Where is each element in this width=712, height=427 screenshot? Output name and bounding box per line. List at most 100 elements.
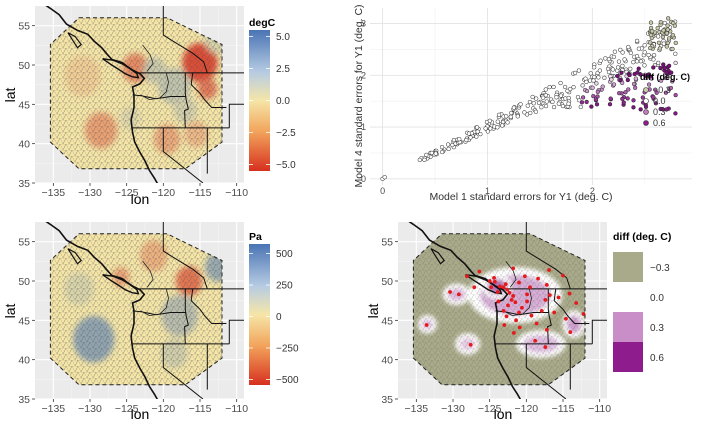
scatter-point — [666, 16, 671, 21]
y-tick-label: 50 — [18, 60, 30, 72]
scatter-point — [615, 65, 621, 70]
legend-tick-label: 0 — [276, 312, 282, 323]
station-point — [581, 312, 586, 316]
political-border — [184, 288, 189, 344]
x-tick-label: −125 — [115, 187, 139, 199]
scatter-point — [606, 69, 612, 75]
station-point — [448, 290, 452, 294]
scatter-point — [653, 101, 659, 106]
station-point — [507, 290, 512, 295]
station-point — [568, 330, 573, 335]
scatter-point — [619, 70, 624, 75]
scatter-point — [598, 58, 603, 63]
scatter-point — [539, 105, 544, 110]
scatter-point — [533, 109, 539, 114]
scatter-point — [628, 50, 633, 56]
scatter-point — [623, 90, 628, 95]
scatter-point — [658, 78, 664, 83]
y-tick-label: 35 — [18, 178, 30, 190]
legend-key — [613, 252, 643, 282]
political-border — [525, 343, 567, 399]
scatter-point — [544, 99, 549, 104]
scatter-point — [642, 63, 647, 68]
station-point — [533, 338, 538, 343]
scatter-point — [464, 137, 469, 143]
x-tick-label: −115 — [189, 187, 212, 199]
political-border — [553, 288, 590, 324]
scatter-point — [474, 134, 479, 139]
political-border — [190, 288, 227, 324]
scatter-point — [665, 23, 670, 28]
scatter-point — [531, 101, 536, 106]
scatter-point — [445, 142, 451, 147]
legend-key — [643, 120, 649, 126]
scatter-point — [424, 152, 429, 158]
scatter-point — [634, 54, 640, 59]
scatter-point — [515, 114, 520, 119]
scatter-point — [631, 81, 637, 87]
political-border — [162, 343, 204, 399]
legend-tick-label: 5.0 — [276, 32, 290, 43]
station-point — [492, 275, 496, 280]
scatter-point — [487, 118, 493, 123]
legend-tick-label: −5.0 — [276, 160, 296, 171]
scatter-point — [646, 82, 652, 87]
scatter-point — [450, 142, 455, 148]
political-border — [190, 72, 227, 108]
station-point — [539, 308, 544, 313]
legend-tick-label: 2.5 — [276, 64, 290, 75]
scatter-point — [607, 102, 613, 107]
river-line — [140, 288, 169, 317]
scatter-point — [562, 84, 568, 90]
scatter-point — [650, 29, 655, 34]
station-point — [528, 285, 532, 290]
scatter-point — [653, 87, 658, 92]
standard-error-scatter-panel: 0 1 2 0 1 2 3 Model 1 standard errors for Y1 (… — [353, 4, 692, 203]
scatter-point — [611, 82, 617, 87]
x-tick-label: −110 — [588, 403, 611, 415]
y-tick-label: 0 — [361, 174, 366, 184]
scatter-point — [592, 65, 597, 70]
y-tick-label: 55 — [18, 237, 30, 249]
legend-key — [613, 312, 643, 342]
station-point — [477, 269, 482, 274]
scatter-point — [631, 98, 636, 103]
scatter-point — [485, 129, 491, 134]
scatter-point — [603, 56, 608, 61]
station-point — [504, 314, 509, 319]
y-axis-title: lat — [365, 304, 381, 319]
y-tick-label: 40 — [18, 355, 30, 367]
legend-colorbar — [249, 30, 270, 171]
legend-label: 0.0 — [650, 293, 664, 304]
scatter-points — [380, 16, 678, 181]
station-point — [465, 274, 469, 279]
scatter-point — [668, 85, 674, 91]
station-point — [547, 293, 552, 298]
scatter-point — [666, 36, 672, 41]
y-tick-label: 3 — [361, 19, 366, 29]
station-point — [525, 299, 529, 304]
scatter-point — [505, 120, 510, 125]
legend-entries: −0.3 0.0 0.3 0.6 — [613, 252, 670, 372]
scatter-point — [500, 119, 506, 125]
legend-label: 0.0 — [653, 96, 666, 106]
scatter-point — [592, 74, 597, 80]
river-line — [140, 72, 169, 101]
scatter-point — [635, 70, 640, 75]
scatter-point — [610, 67, 615, 72]
station-point — [561, 273, 565, 278]
scatter-point — [673, 92, 678, 98]
scatter-point — [620, 96, 625, 102]
scatter-point — [551, 84, 556, 90]
scatter-point — [527, 99, 533, 105]
station-point — [567, 291, 572, 296]
scatter-point — [551, 104, 557, 110]
scatter-point — [608, 96, 613, 101]
station-point — [506, 303, 510, 308]
axis-ticks: −135 −130 −125 −120 −115 −110 35 40 45 50 55 — [18, 21, 248, 199]
political-border — [184, 72, 189, 128]
scatter-point — [620, 50, 625, 55]
y-tick-label: 55 — [18, 21, 30, 33]
station-point — [544, 283, 549, 287]
scatter-point — [612, 49, 618, 54]
